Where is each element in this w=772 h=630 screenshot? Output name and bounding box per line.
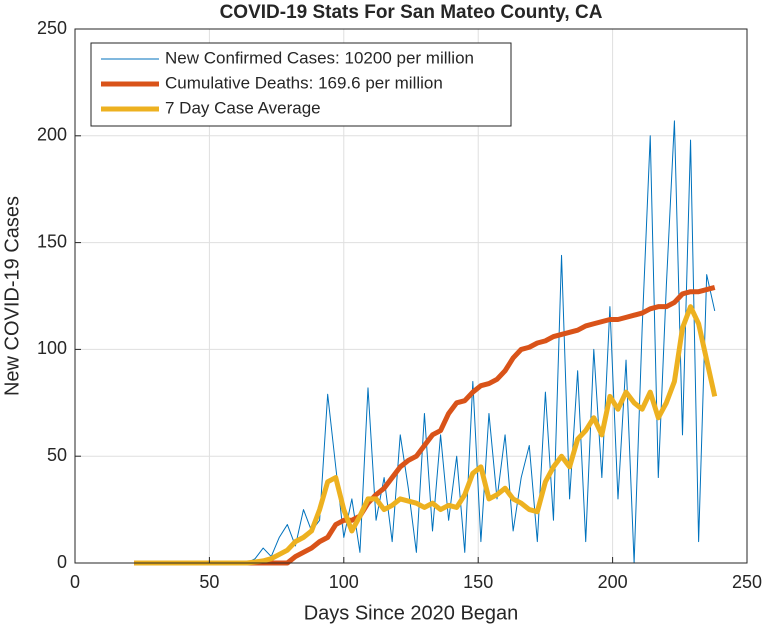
legend-box (90, 42, 512, 127)
x-tick-label: 100 (329, 572, 359, 592)
x-tick-label: 150 (463, 572, 493, 592)
chart-title: COVID-19 Stats For San Mateo County, CA (220, 2, 603, 23)
x-tick-label: 250 (732, 572, 762, 592)
y-tick-label: 100 (37, 338, 67, 358)
y-tick-label: 0 (57, 552, 67, 572)
y-axis-label: New COVID-19 Cases (1, 196, 23, 396)
x-tick-label: 0 (70, 572, 80, 592)
legend-label: New Confirmed Cases: 10200 per million (165, 48, 474, 67)
y-tick-label: 250 (37, 18, 67, 38)
x-tick-label: 50 (199, 572, 219, 592)
legend-label: 7 Day Case Average (165, 98, 321, 117)
x-axis-label: Days Since 2020 Began (304, 602, 519, 624)
y-tick-label: 200 (37, 125, 67, 145)
axes-box (74, 28, 748, 564)
legend-label: Cumulative Deaths: 169.6 per million (165, 73, 443, 92)
y-tick-label: 50 (47, 445, 67, 465)
x-tick-label: 200 (598, 572, 628, 592)
y-tick-label: 150 (37, 231, 67, 251)
